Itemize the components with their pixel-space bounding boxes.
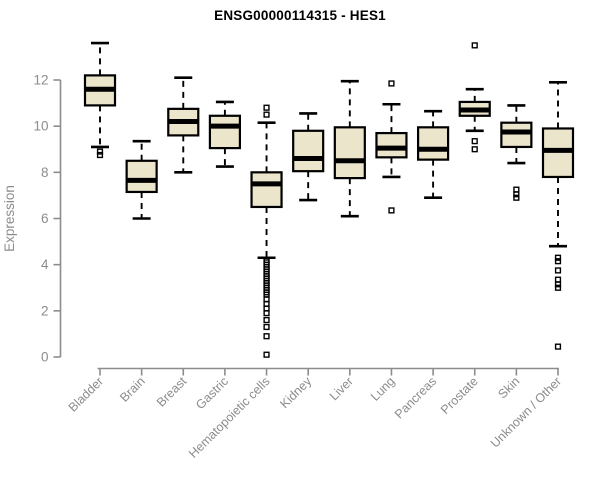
iqr-box bbox=[292, 129, 325, 173]
chart-title: ENSG00000114315 - HES1 bbox=[214, 8, 386, 23]
iqr-box bbox=[250, 171, 283, 209]
iqr-box bbox=[500, 121, 533, 149]
iqr-box bbox=[333, 126, 366, 180]
box-hematopoietic-cells bbox=[250, 104, 283, 358]
iqr-box bbox=[208, 114, 242, 150]
x-tick-label-liver: Liver bbox=[327, 374, 356, 403]
y-axis: 0 2 4 6 8 10 12 Expression bbox=[2, 73, 62, 365]
outlier-point bbox=[471, 42, 478, 49]
outlier-point bbox=[554, 284, 562, 291]
outlier-point bbox=[96, 151, 104, 159]
y-tick-label: 4 bbox=[41, 257, 49, 272]
outlier-point bbox=[263, 104, 270, 111]
y-tick-label: 10 bbox=[33, 119, 48, 134]
outlier-point bbox=[554, 258, 562, 265]
y-axis-label: Expression bbox=[2, 185, 17, 252]
outlier-point bbox=[263, 111, 270, 118]
box-gastric bbox=[208, 100, 242, 168]
x-tick-label-prostate: Prostate bbox=[438, 374, 481, 417]
outlier-point bbox=[471, 146, 478, 153]
outlier-point bbox=[513, 191, 520, 198]
x-tick-label-kidney: Kidney bbox=[277, 374, 314, 411]
x-tick-label-pancreas: Pancreas bbox=[392, 374, 439, 421]
y-tick-label: 0 bbox=[41, 350, 49, 365]
box-skin bbox=[500, 104, 533, 201]
outlier-point bbox=[554, 343, 562, 350]
outlier-point bbox=[513, 194, 520, 201]
outlier-point bbox=[263, 323, 270, 331]
x-tick-label-breast: Breast bbox=[154, 374, 190, 410]
box-kidney bbox=[292, 112, 325, 202]
outlier-point bbox=[263, 351, 270, 358]
outlier-point bbox=[554, 254, 562, 261]
box-lung bbox=[375, 80, 408, 214]
box-prostate bbox=[458, 42, 491, 153]
y-tick-label: 6 bbox=[41, 211, 49, 226]
outlier-point bbox=[388, 207, 395, 214]
box-unknown-other bbox=[541, 81, 575, 350]
y-tick-label: 12 bbox=[33, 73, 48, 88]
y-tick-label: 2 bbox=[41, 303, 49, 318]
x-tick-label-lung: Lung bbox=[368, 374, 398, 404]
outlier-point bbox=[263, 316, 270, 324]
x-tick-label-brain: Brain bbox=[117, 374, 148, 405]
outlier-point bbox=[388, 80, 395, 87]
outlier-point bbox=[263, 333, 270, 340]
box-bladder bbox=[83, 41, 117, 159]
box-brain bbox=[125, 139, 158, 220]
outlier-point bbox=[554, 267, 562, 274]
iqr-box bbox=[416, 126, 450, 161]
outlier-point bbox=[554, 281, 562, 288]
outlier-point bbox=[263, 310, 270, 317]
y-tick-label: 8 bbox=[41, 165, 49, 180]
x-tick-label-gastric: Gastric bbox=[193, 374, 231, 412]
x-tick-label-hematopoietic-cells: Hematopoietic cells bbox=[186, 374, 273, 461]
box-breast bbox=[167, 76, 200, 174]
iqr-box bbox=[375, 131, 408, 159]
iqr-box bbox=[125, 159, 158, 194]
box-pancreas bbox=[416, 109, 450, 200]
outlier-point bbox=[96, 148, 104, 155]
x-tick-label-skin: Skin bbox=[495, 374, 522, 401]
x-tick-label-bladder: Bladder bbox=[66, 374, 106, 414]
outlier-point bbox=[471, 138, 478, 145]
x-tick-label-unknown-other: Unknown / Other bbox=[488, 374, 564, 450]
box-liver bbox=[333, 79, 366, 218]
